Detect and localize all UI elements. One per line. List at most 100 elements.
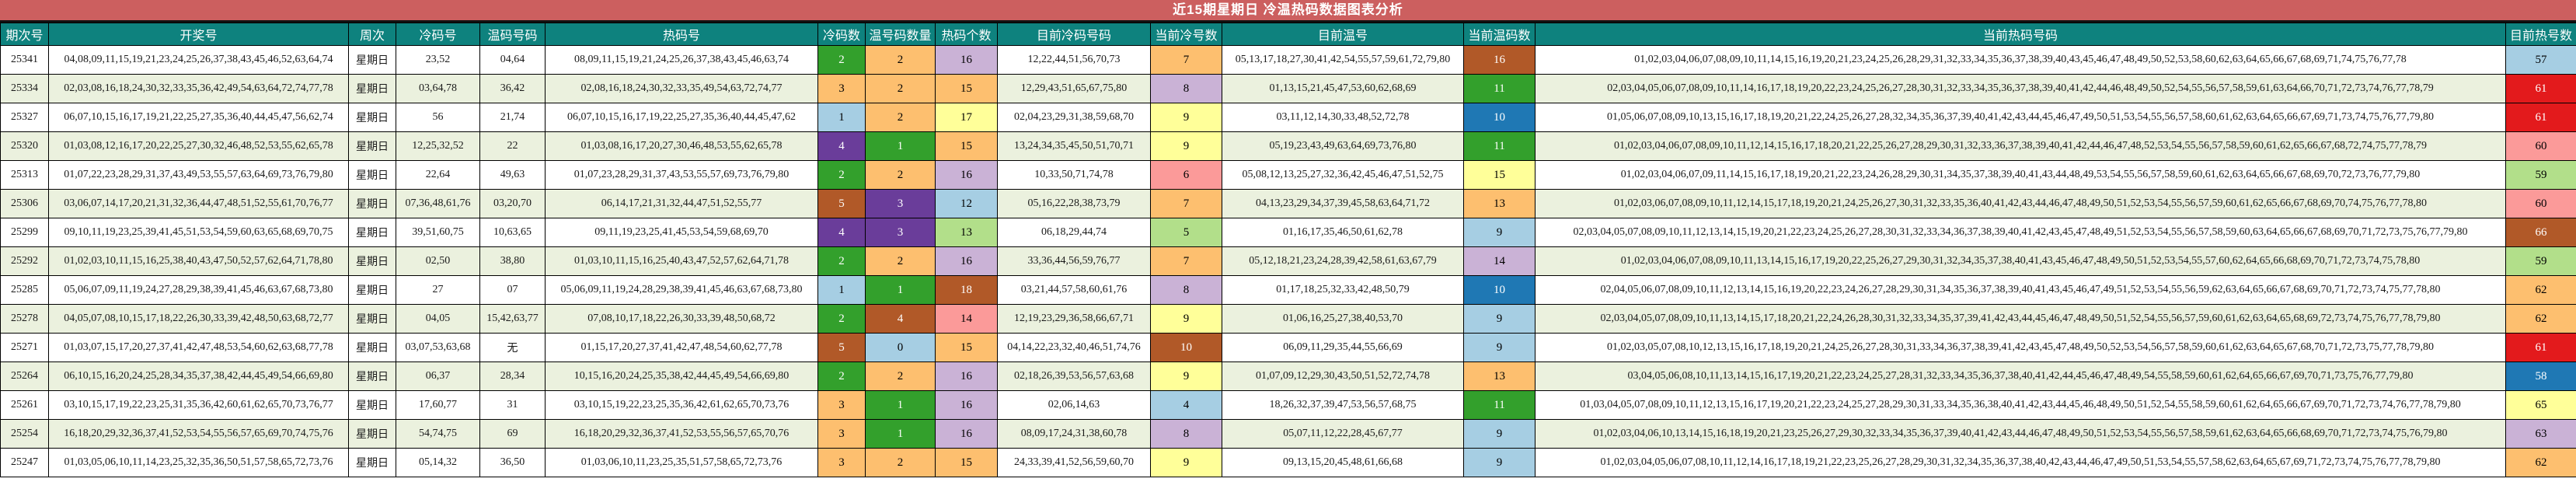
column-header-hot: 热码号 [545,23,818,46]
cell-cold: 03,07,53,63,68 [396,333,480,362]
cell-cold_count: 4 [817,131,866,161]
table-row: 25313 01,07,22,23,28,29,31,37,43,49,53,55… [0,160,2576,190]
cell-cur_hot: 02,04,05,06,07,08,09,10,11,12,13,14,15,1… [1535,275,2506,305]
cell-hot: 01,03,06,10,11,23,25,35,51,57,58,65,72,7… [545,448,818,477]
cell-period: 25278 [0,304,49,334]
analysis-table: 期次号 开奖号 周次 冷码号 温码号码 热码号 冷码数 温号码数量 热码个数 目前冷码号码 当前冷号… [0,23,2576,477]
cell-hot_count: 15 [935,74,998,103]
cell-period: 25285 [0,275,49,305]
cell-cur_warm_count: 11 [1463,131,1535,161]
cell-week: 星期日 [348,160,396,190]
cell-cur_hot_count: 62 [2505,448,2576,477]
cell-cold: 27 [396,275,480,305]
cell-cur_warm_count: 9 [1463,419,1535,449]
cell-cold: 06,37 [396,362,480,391]
cell-cur_cold: 03,21,44,57,58,60,61,76 [997,275,1151,305]
column-header-hot_count: 热码个数 [935,23,998,46]
cell-cold: 04,05 [396,304,480,334]
cell-drawn: 02,03,08,16,18,24,30,32,33,35,36,42,49,5… [48,74,349,103]
cell-cur_hot_count: 58 [2505,362,2576,391]
cell-warm: 03,20,70 [479,189,546,218]
cell-drawn: 06,10,15,16,20,24,25,28,34,35,37,38,42,4… [48,362,349,391]
cell-warm_count: 2 [865,448,936,477]
cell-week: 星期日 [348,131,396,161]
cell-period: 25313 [0,160,49,190]
cell-cold: 07,36,48,61,76 [396,189,480,218]
cell-hot_count: 16 [935,246,998,276]
cell-hot_count: 17 [935,103,998,132]
cell-cur_cold_count: 8 [1150,419,1222,449]
cell-hot: 02,08,16,18,24,30,32,33,35,49,54,63,72,7… [545,74,818,103]
cell-cur_cold_count: 10 [1150,333,1222,362]
cell-cur_warm: 09,13,15,20,45,48,61,66,68 [1222,448,1464,477]
cell-cur_warm: 01,07,09,12,29,30,43,50,51,52,72,74,78 [1222,362,1464,391]
table-header: 期次号 开奖号 周次 冷码号 温码号码 热码号 冷码数 温号码数量 热码个数 目前冷码号码 当前冷号… [0,23,2576,46]
cell-period: 25299 [0,218,49,247]
cell-cold_count: 4 [817,218,866,247]
cell-cur_warm: 01,16,17,35,46,50,61,62,78 [1222,218,1464,247]
cell-cur_warm_count: 9 [1463,218,1535,247]
cell-cur_cold_count: 7 [1150,189,1222,218]
cell-cur_warm_count: 16 [1463,45,1535,75]
column-header-week: 周次 [348,23,396,46]
cell-cur_hot: 02,03,04,05,07,08,09,10,11,13,14,15,17,1… [1535,304,2506,334]
cell-week: 星期日 [348,304,396,334]
cell-cold_count: 2 [817,362,866,391]
table-row: 25285 05,06,07,09,11,19,24,27,28,29,38,39… [0,275,2576,305]
cell-cur_cold_count: 9 [1150,304,1222,334]
cell-drawn: 06,07,10,15,16,17,19,21,22,25,27,35,36,4… [48,103,349,132]
column-header-cold_count: 冷码数 [817,23,866,46]
cell-cur_warm: 05,07,11,12,22,28,45,67,77 [1222,419,1464,449]
report-title: 近15期星期日 冷温热码数据图表分析 [1173,2,1403,17]
cell-cold: 02,50 [396,246,480,276]
cell-cur_hot: 01,02,03,04,06,10,13,14,15,16,18,19,20,2… [1535,419,2506,449]
table-row: 25292 01,02,03,10,11,15,16,25,38,40,43,47… [0,246,2576,276]
cell-cur_warm_count: 9 [1463,448,1535,477]
cell-cold_count: 3 [817,74,866,103]
cell-warm: 10,63,65 [479,218,546,247]
table-row: 25299 09,10,11,19,23,25,39,41,45,51,53,54… [0,218,2576,247]
cell-week: 星期日 [348,333,396,362]
cell-drawn: 01,07,22,23,28,29,31,37,43,49,53,55,57,6… [48,160,349,190]
cell-cold_count: 5 [817,333,866,362]
cell-cur_warm_count: 10 [1463,103,1535,132]
cell-cur_warm_count: 11 [1463,74,1535,103]
column-header-cur_cold: 目前冷码号码 [997,23,1151,46]
cell-warm_count: 3 [865,189,936,218]
table-row: 25261 03,10,15,17,19,22,23,25,31,35,36,42… [0,390,2576,420]
cell-hot: 09,11,19,23,25,41,45,53,54,59,68,69,70 [545,218,818,247]
cell-warm_count: 1 [865,275,936,305]
cell-week: 星期日 [348,275,396,305]
column-header-period: 期次号 [0,23,49,46]
column-header-cold: 冷码号 [396,23,480,46]
cell-warm_count: 2 [865,362,936,391]
cell-drawn: 16,18,20,29,32,36,37,41,52,53,54,55,56,5… [48,419,349,449]
cell-period: 25341 [0,45,49,75]
cell-cur_hot: 01,03,04,05,07,08,09,10,11,12,13,15,16,1… [1535,390,2506,420]
cell-warm_count: 1 [865,131,936,161]
cell-cur_warm: 05,08,12,13,25,27,32,36,42,45,46,47,51,5… [1222,160,1464,190]
cell-period: 25247 [0,448,49,477]
cell-hot: 06,07,10,15,16,17,19,22,25,27,35,36,40,4… [545,103,818,132]
cell-hot_count: 15 [935,448,998,477]
cell-cold: 17,60,77 [396,390,480,420]
cell-hot_count: 13 [935,218,998,247]
cell-cold: 23,52 [396,45,480,75]
cell-cur_cold_count: 8 [1150,275,1222,305]
cell-cur_warm_count: 9 [1463,333,1535,362]
cell-cur_hot: 01,02,03,04,06,07,09,11,14,15,16,17,18,1… [1535,160,2506,190]
cell-warm_count: 2 [865,160,936,190]
cell-week: 星期日 [348,74,396,103]
column-header-cur_warm: 目前温号 [1222,23,1464,46]
cell-week: 星期日 [348,45,396,75]
cell-cur_hot: 01,02,03,04,06,07,08,09,10,11,13,14,15,1… [1535,246,2506,276]
cell-warm: 07 [479,275,546,305]
cell-cur_cold: 02,18,26,39,53,56,57,63,68 [997,362,1151,391]
cell-cold: 12,25,32,52 [396,131,480,161]
cell-warm: 49,63 [479,160,546,190]
cell-cur_hot: 01,02,03,04,06,07,08,09,10,11,14,15,16,1… [1535,45,2506,75]
cell-period: 25254 [0,419,49,449]
cell-drawn: 01,03,07,15,17,20,27,37,41,42,47,48,53,5… [48,333,349,362]
table-row: 25334 02,03,08,16,18,24,30,32,33,35,36,42… [0,74,2576,103]
cell-cold_count: 3 [817,448,866,477]
